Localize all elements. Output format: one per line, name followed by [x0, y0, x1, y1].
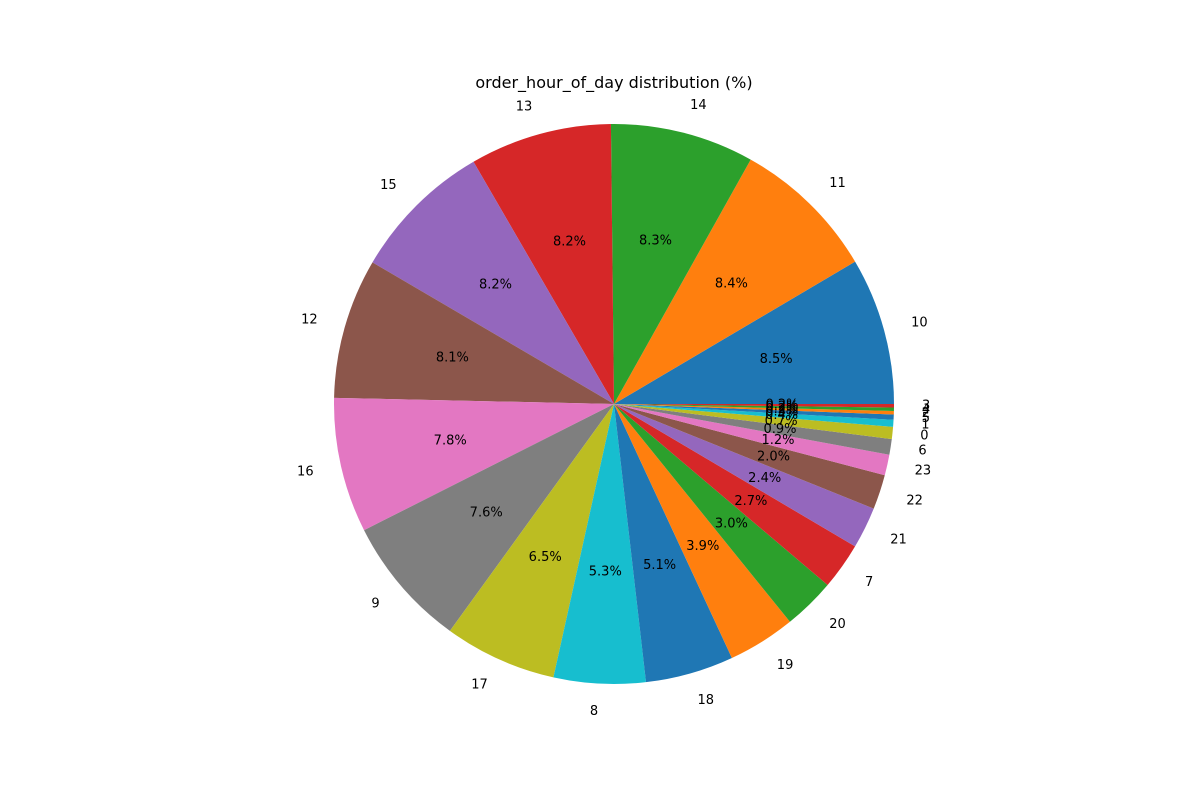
pie-category-label-hour-19: 19: [777, 658, 794, 673]
pie-slice-hour-20: [614, 404, 828, 622]
pie-slice-hour-16: [334, 397, 614, 531]
pie-pct-label-hour-4: 0.2%: [765, 400, 798, 415]
pie-pct-label-hour-23: 1.2%: [761, 433, 794, 448]
pie-slice-hour-8: [553, 404, 646, 684]
pie-category-label-hour-13: 13: [516, 100, 533, 115]
pie-category-label-hour-3: 3: [922, 398, 930, 413]
pie-category-label-hour-9: 9: [371, 596, 379, 611]
pie-slice-hour-4: [614, 404, 894, 412]
pie-pct-label-hour-7: 2.7%: [734, 494, 767, 509]
pie-slice-hour-3: [614, 404, 895, 408]
pie-pct-label-hour-3: 0.2%: [765, 398, 798, 413]
chart-title: order_hour_of_day distribution (%): [475, 73, 752, 93]
pie-pct-label-hour-17: 6.5%: [529, 550, 562, 565]
pie-category-label-hour-22: 22: [906, 493, 923, 508]
pie-category-label-hour-11: 11: [829, 176, 846, 191]
pie-pct-label-hour-14: 8.3%: [639, 234, 672, 249]
pie-pct-label-hour-19: 3.9%: [686, 539, 719, 554]
pie-category-label-hour-4: 4: [922, 402, 930, 417]
pie-category-label-hour-1: 1: [921, 418, 929, 433]
pie-slice-hour-11: [614, 159, 856, 404]
pie-slice-hour-9: [364, 404, 614, 631]
pie-slice-hour-5: [614, 404, 894, 420]
pie-slice-hour-18: [614, 404, 732, 683]
pie-slice-hour-23: [614, 404, 890, 476]
pie-category-label-hour-23: 23: [915, 464, 932, 479]
pie-category-label-hour-18: 18: [698, 693, 715, 708]
pie-category-label-hour-8: 8: [590, 704, 598, 719]
pie-pct-label-hour-20: 3.0%: [715, 517, 748, 532]
pie-slices: [334, 124, 895, 684]
pie-category-label-hour-17: 17: [471, 678, 488, 693]
pie-slice-hour-0: [614, 404, 894, 440]
pie-category-label-hour-16: 16: [297, 465, 314, 480]
pie-pct-label-hour-12: 8.1%: [436, 351, 469, 366]
pie-slice-hour-14: [610, 124, 751, 405]
pie-pct-label-hour-6: 0.9%: [763, 422, 796, 437]
pie-pct-label-hour-11: 8.4%: [715, 276, 748, 291]
pie-category-label-hour-15: 15: [380, 178, 397, 193]
pie-category-label-hour-6: 6: [918, 444, 926, 459]
pie-pct-label-hour-22: 2.0%: [757, 449, 790, 464]
pie-pct-label-hour-10: 8.5%: [760, 352, 793, 367]
pie-category-label-hour-14: 14: [690, 98, 707, 113]
pie-slice-hour-10: [614, 261, 894, 404]
pie-pct-label-hour-15: 8.2%: [479, 277, 512, 292]
pie-pct-label-hour-21: 2.4%: [748, 471, 781, 486]
pie-percent-labels: 8.5% 8.4% 8.3% 8.2% 8.2% 8.1% 7.8% 7.6% 6.5% 5.3%…: [434, 234, 799, 580]
pie-pct-label-hour-16: 7.8%: [434, 434, 467, 449]
pie-slice-hour-6: [614, 404, 892, 455]
pie-slice-hour-1: [614, 404, 894, 427]
pie-pct-label-hour-1: 0.4%: [765, 408, 798, 423]
pie-pct-label-hour-0: 0.7%: [765, 414, 798, 429]
pie-slice-hour-19: [614, 404, 790, 658]
pie-pct-label-hour-5: 0.3%: [765, 404, 798, 419]
pie-slice-hour-22: [614, 404, 885, 509]
pie-category-label-hour-10: 10: [911, 315, 928, 330]
pie-category-label-hour-5: 5: [922, 411, 930, 426]
pie-slice-hour-12: [334, 262, 614, 404]
pie-category-label-hour-21: 21: [890, 533, 907, 548]
pie-slice-hour-17: [449, 404, 614, 678]
pie-slice-hour-7: [614, 404, 856, 586]
pie-category-label-hour-0: 0: [920, 428, 928, 443]
pie-slice-hour-2: [614, 404, 894, 415]
pie-category-label-hour-7: 7: [865, 575, 873, 590]
pie-category-label-hour-2: 2: [922, 406, 930, 421]
pie-slice-hour-21: [614, 404, 874, 547]
pie-pct-label-hour-8: 5.3%: [589, 564, 622, 579]
pie-pct-label-hour-2: 0.2%: [765, 402, 798, 417]
pie-slice-hour-15: [372, 161, 614, 404]
pie-category-label-hour-12: 12: [301, 313, 318, 328]
pie-slice-hour-13: [473, 124, 614, 405]
pie-pct-label-hour-18: 5.1%: [643, 558, 676, 573]
pie-pct-label-hour-9: 7.6%: [470, 506, 503, 521]
pie-pct-label-hour-13: 8.2%: [553, 235, 586, 250]
pie-category-label-hour-20: 20: [829, 617, 846, 632]
